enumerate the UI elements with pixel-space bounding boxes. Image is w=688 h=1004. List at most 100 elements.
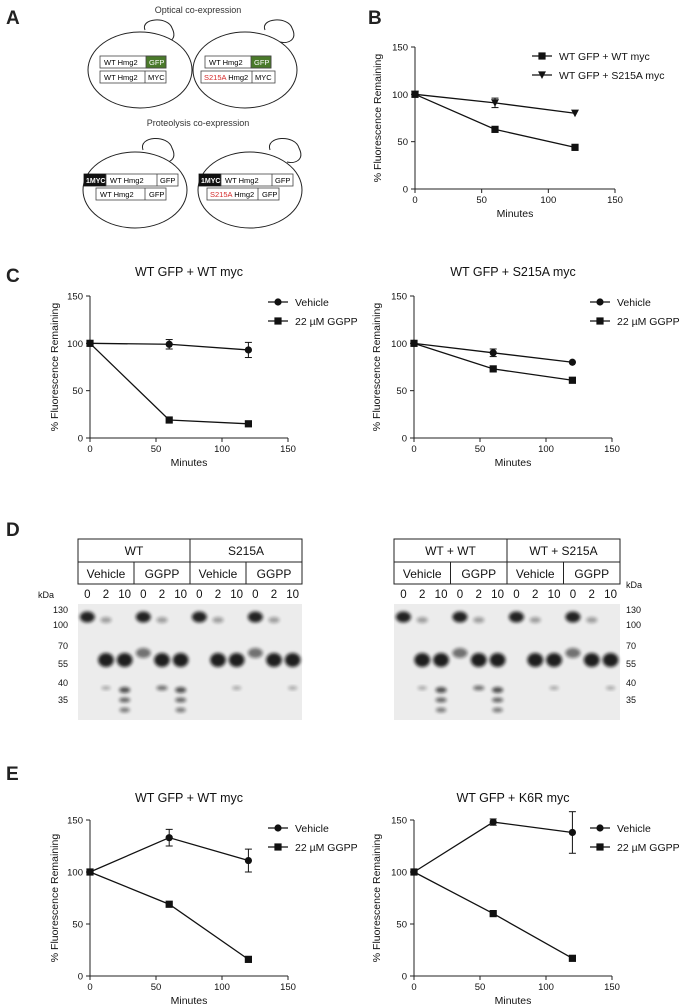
data-point bbox=[410, 868, 418, 876]
y-tick-label: 150 bbox=[67, 816, 83, 827]
data-point bbox=[165, 340, 173, 348]
x-tick-label: 50 bbox=[151, 444, 162, 455]
x-tick-label: 0 bbox=[411, 444, 416, 455]
x-tick-label: 150 bbox=[280, 444, 296, 455]
y-tick-label: 0 bbox=[78, 972, 83, 983]
y-tick-label: 100 bbox=[391, 339, 407, 350]
lane-label: 2 bbox=[532, 589, 538, 601]
protein-band bbox=[175, 687, 187, 693]
optical-title: Optical co-expression bbox=[155, 5, 242, 15]
marker-label: 35 bbox=[626, 695, 636, 705]
protein-band bbox=[98, 653, 114, 667]
marker-label: 55 bbox=[58, 659, 68, 669]
chart-panel-c-left: 0 50 100 150 0 50 100 150 Minutes % Fluorescence … bbox=[49, 265, 358, 469]
protein-band bbox=[228, 653, 245, 667]
blot-condition-label: Vehicle bbox=[516, 567, 555, 581]
myc-tag-label: MYC bbox=[255, 73, 272, 82]
legend-label: 22 µM GGPP bbox=[617, 316, 680, 328]
protein-band bbox=[266, 653, 282, 667]
data-point bbox=[274, 824, 282, 832]
blot-condition-label: GGPP bbox=[145, 567, 180, 581]
lane-label: 10 bbox=[230, 589, 243, 601]
blot-group-label: S215A bbox=[228, 544, 264, 558]
construct-suffix: Hmg2 bbox=[232, 190, 254, 199]
blot-group-label: WT + WT bbox=[425, 544, 476, 558]
protein-band bbox=[508, 611, 524, 623]
x-axis-label: Minutes bbox=[497, 208, 534, 220]
marker-label: 100 bbox=[626, 620, 641, 630]
y-tick-label: 0 bbox=[403, 185, 408, 196]
lane-label: 0 bbox=[457, 589, 463, 601]
data-point bbox=[568, 358, 577, 366]
legend-label: WT GFP + WT myc bbox=[559, 51, 650, 63]
lane-label: 0 bbox=[400, 589, 406, 601]
protein-band bbox=[565, 611, 581, 623]
construct-label: WT Hmg2 bbox=[100, 190, 134, 199]
protein-band bbox=[395, 611, 411, 623]
construct-label: WT Hmg2 bbox=[225, 176, 259, 185]
x-axis-label: Minutes bbox=[495, 995, 532, 1004]
marker-label: 55 bbox=[626, 659, 636, 669]
panel-letter-d: D bbox=[6, 520, 20, 541]
gfp-tag-label: GFP bbox=[160, 176, 175, 185]
protein-band bbox=[101, 686, 111, 690]
data-point bbox=[244, 420, 252, 428]
chart-panel-e-right: 0 50 100 150 0 50 100 150 Minutes % Fluorescence … bbox=[371, 791, 680, 1004]
data-point bbox=[568, 828, 577, 837]
data-point bbox=[596, 843, 604, 851]
x-tick-label: 0 bbox=[87, 444, 92, 455]
x-tick-label: 100 bbox=[538, 982, 554, 993]
data-point bbox=[568, 376, 576, 384]
kda-label: kDa bbox=[626, 580, 642, 590]
protein-band bbox=[135, 611, 151, 623]
gfp-tag-label: GFP bbox=[275, 176, 290, 185]
blot-group-label: WT bbox=[125, 544, 144, 558]
lane-label: 0 bbox=[513, 589, 519, 601]
protein-band bbox=[546, 653, 562, 667]
panel-letter-a: A bbox=[6, 8, 20, 29]
blot-group-label: WT + S215A bbox=[529, 544, 597, 558]
lane-label: 2 bbox=[271, 589, 277, 601]
y-tick-label: 100 bbox=[67, 868, 83, 879]
legend-label: 22 µM GGPP bbox=[617, 842, 680, 854]
data-point bbox=[410, 339, 418, 347]
lane-label: 2 bbox=[589, 589, 595, 601]
lane-label: 10 bbox=[491, 589, 504, 601]
construct-label: WT Hmg2 bbox=[104, 73, 138, 82]
protein-band bbox=[247, 648, 263, 658]
y-tick-label: 0 bbox=[78, 434, 83, 445]
x-tick-label: 0 bbox=[87, 982, 92, 993]
panel-letter-b: B bbox=[368, 8, 382, 29]
blot-membrane bbox=[394, 604, 620, 720]
protein-band bbox=[156, 685, 168, 691]
protein-band bbox=[284, 653, 301, 667]
y-tick-label: 100 bbox=[391, 868, 407, 879]
data-point bbox=[86, 868, 94, 876]
protein-band bbox=[492, 707, 503, 713]
protein-band bbox=[452, 611, 468, 623]
myc-tag-label: MYC bbox=[148, 73, 165, 82]
blot-condition-label: Vehicle bbox=[403, 567, 442, 581]
construct-label: WT Hmg2 bbox=[104, 58, 138, 67]
protein-band bbox=[119, 707, 130, 713]
data-point bbox=[489, 818, 497, 826]
myc-tag-label: 1MYC bbox=[201, 178, 220, 185]
protein-band bbox=[172, 653, 189, 667]
y-tick-label: 100 bbox=[67, 339, 83, 350]
lane-label: 2 bbox=[419, 589, 425, 601]
y-tick-label: 50 bbox=[72, 920, 83, 931]
protein-band bbox=[529, 617, 541, 623]
lane-label: 10 bbox=[174, 589, 187, 601]
yeast-cell-proteolysis-s215a: 1MYC WT Hmg2 GFP S215A Hmg2 GFP bbox=[197, 138, 303, 229]
yeast-cell-optical-s215a: WT Hmg2 GFP S215A Hmg2 MYC bbox=[192, 19, 298, 109]
y-tick-label: 150 bbox=[392, 43, 408, 54]
protein-band bbox=[549, 686, 559, 690]
marker-label: 100 bbox=[53, 620, 68, 630]
y-tick-label: 150 bbox=[67, 292, 83, 303]
legend-label: 22 µM GGPP bbox=[295, 316, 358, 328]
data-point bbox=[165, 834, 173, 842]
data-point bbox=[489, 349, 497, 357]
legend-label: 22 µM GGPP bbox=[295, 842, 358, 854]
panel-a: A Optical co-expression Proteolysis co-e… bbox=[6, 5, 303, 229]
construct-label: WT Hmg2 bbox=[209, 58, 243, 67]
